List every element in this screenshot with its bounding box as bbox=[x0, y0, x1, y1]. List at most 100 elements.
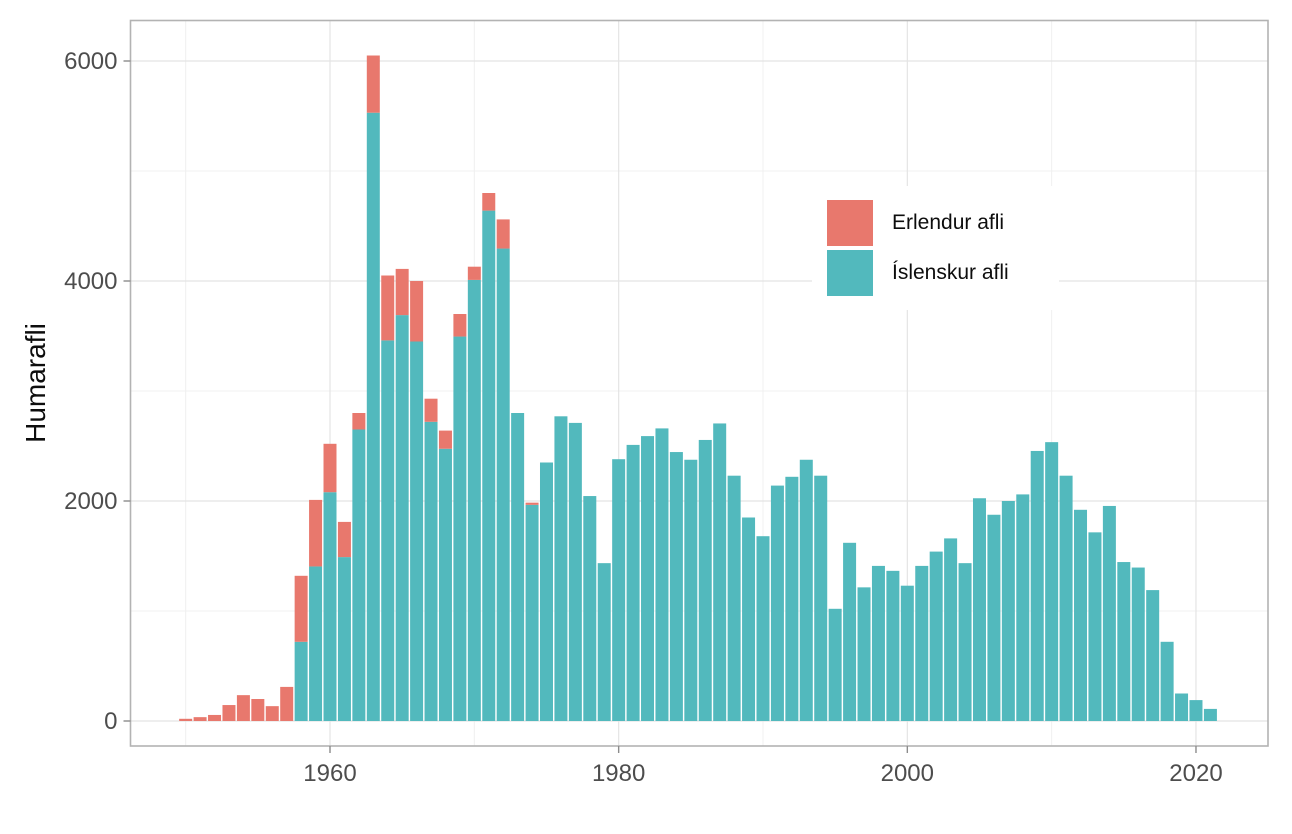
bar-segment-islenskur-1987 bbox=[713, 423, 727, 721]
bar-segment-islenskur-1965 bbox=[395, 315, 409, 721]
bar-segment-islenskur-2012 bbox=[1074, 509, 1088, 721]
bar-segment-islenskur-1971 bbox=[482, 210, 496, 721]
bar-segment-islenskur-2009 bbox=[1030, 450, 1044, 721]
legend: Erlendur afli Íslenskur afli bbox=[812, 186, 1059, 310]
bar-segment-islenskur-1984 bbox=[669, 452, 683, 721]
bar-segment-islenskur-1978 bbox=[583, 496, 597, 721]
bar-segment-islenskur-1974 bbox=[525, 504, 539, 721]
bar-segment-islenskur-1997 bbox=[857, 587, 871, 721]
y-tick-label-2000: 2000 bbox=[64, 488, 117, 515]
bar-segment-islenskur-1980 bbox=[612, 459, 626, 721]
bar-segment-erlendur-1968 bbox=[438, 430, 452, 449]
y-tick-label-6000: 6000 bbox=[64, 48, 117, 75]
y-tick-label-4000: 4000 bbox=[64, 268, 117, 295]
bar-segment-islenskur-1986 bbox=[698, 439, 712, 721]
bar-segment-islenskur-2011 bbox=[1059, 475, 1073, 721]
bar-segment-islenskur-1988 bbox=[727, 475, 741, 721]
legend-item-erlendur-afli: Erlendur afli bbox=[827, 200, 1059, 246]
bar-segment-erlendur-1966 bbox=[410, 281, 424, 342]
bar-segment-islenskur-1972 bbox=[496, 248, 510, 722]
bar-segment-islenskur-1960 bbox=[323, 492, 337, 721]
bar-segment-islenskur-1959 bbox=[309, 566, 323, 721]
bar-segment-islenskur-1962 bbox=[352, 429, 366, 721]
x-tick-label-2000: 2000 bbox=[881, 760, 934, 787]
bar-segment-erlendur-1974 bbox=[525, 502, 539, 505]
bar-segment-islenskur-2004 bbox=[958, 563, 972, 721]
legend-label-erlendur-afli: Erlendur afli bbox=[892, 211, 1005, 234]
bar-segment-islenskur-1995 bbox=[828, 608, 842, 721]
bar-segment-islenskur-2007 bbox=[1001, 501, 1015, 721]
bar-segment-islenskur-1963 bbox=[366, 112, 380, 721]
bar-segment-islenskur-1998 bbox=[871, 565, 885, 721]
bar-segment-erlendur-1972 bbox=[496, 219, 510, 249]
bar-segment-islenskur-2014 bbox=[1102, 505, 1116, 721]
bar-segment-islenskur-2008 bbox=[1016, 494, 1030, 721]
bar-segment-erlendur-1953 bbox=[222, 705, 236, 721]
bar-segment-islenskur-1976 bbox=[554, 416, 568, 721]
bar-segment-islenskur-1983 bbox=[655, 428, 669, 721]
legend-swatch-erlendur-afli bbox=[827, 200, 873, 246]
bar-segment-erlendur-1951 bbox=[193, 717, 207, 721]
bar-segment-erlendur-1963 bbox=[366, 55, 380, 113]
bar-segment-erlendur-1955 bbox=[251, 699, 265, 721]
bar-segment-erlendur-1958 bbox=[294, 575, 308, 642]
bar-segment-islenskur-1975 bbox=[539, 462, 553, 721]
bar-segment-islenskur-1993 bbox=[799, 459, 813, 721]
bar-segment-islenskur-1970 bbox=[467, 279, 481, 721]
bar-segment-islenskur-1996 bbox=[843, 542, 857, 721]
bar-segment-islenskur-1979 bbox=[597, 563, 611, 721]
bar-segment-erlendur-1950 bbox=[179, 718, 193, 721]
bar-segment-islenskur-1990 bbox=[756, 536, 770, 721]
bar-segment-islenskur-1985 bbox=[684, 459, 698, 721]
bar-segment-erlendur-1962 bbox=[352, 413, 366, 430]
y-tick-label-0: 0 bbox=[104, 708, 117, 735]
bar-segment-erlendur-1965 bbox=[395, 268, 409, 316]
bar-segment-islenskur-1969 bbox=[453, 336, 467, 721]
bar-segment-erlendur-1957 bbox=[280, 686, 294, 721]
legend-item-islenskur-afli: Íslenskur afli bbox=[827, 250, 1059, 296]
bar-segment-islenskur-1982 bbox=[641, 436, 655, 721]
bar-segment-islenskur-2018 bbox=[1160, 641, 1174, 721]
bar-segment-islenskur-2006 bbox=[987, 514, 1001, 721]
bar-segment-islenskur-1958 bbox=[294, 641, 308, 721]
bar-segment-islenskur-1967 bbox=[424, 421, 438, 721]
bar-segment-islenskur-1991 bbox=[770, 485, 784, 721]
bar-segment-erlendur-1964 bbox=[381, 275, 395, 341]
panel-border bbox=[129, 19, 1269, 747]
bar-segment-islenskur-2013 bbox=[1088, 532, 1102, 721]
bar-segment-islenskur-2002 bbox=[929, 551, 943, 721]
bar-segment-islenskur-2016 bbox=[1131, 567, 1145, 721]
bar-segment-islenskur-1973 bbox=[511, 413, 525, 721]
bar-segment-islenskur-2001 bbox=[915, 565, 929, 721]
bar-segment-erlendur-1971 bbox=[482, 193, 496, 211]
y-axis-title: Humarafli bbox=[20, 323, 51, 443]
bar-segment-erlendur-1961 bbox=[337, 521, 351, 558]
bar-segment-islenskur-2020 bbox=[1189, 700, 1203, 721]
bar-segment-islenskur-1966 bbox=[410, 341, 424, 721]
x-tick-label-1980: 1980 bbox=[592, 760, 645, 787]
bar-segment-islenskur-2015 bbox=[1117, 562, 1131, 721]
bar-segment-erlendur-1969 bbox=[453, 314, 467, 337]
bar-segment-islenskur-1964 bbox=[381, 340, 395, 721]
bar-segment-islenskur-2017 bbox=[1146, 590, 1160, 721]
bar-segment-erlendur-1959 bbox=[309, 499, 323, 567]
bar-segment-islenskur-2005 bbox=[972, 498, 986, 721]
bar-segment-islenskur-1968 bbox=[438, 448, 452, 721]
bar-segment-islenskur-1994 bbox=[814, 475, 828, 721]
bar-segment-erlendur-1960 bbox=[323, 443, 337, 493]
legend-swatch-islenskur-afli bbox=[827, 250, 873, 296]
bar-segment-islenskur-1989 bbox=[742, 517, 756, 721]
bar-segment-islenskur-2003 bbox=[944, 538, 958, 721]
bar-segment-islenskur-1977 bbox=[568, 422, 582, 721]
bar-segment-islenskur-1981 bbox=[626, 444, 640, 721]
bar-segment-erlendur-1967 bbox=[424, 398, 438, 422]
bar-segment-erlendur-1970 bbox=[467, 266, 481, 280]
bar-segment-islenskur-1999 bbox=[886, 570, 900, 721]
bar-segment-islenskur-2010 bbox=[1045, 442, 1059, 721]
bar-segment-erlendur-1952 bbox=[208, 714, 222, 721]
bar-segment-islenskur-2019 bbox=[1175, 693, 1189, 721]
x-tick-label-2020: 2020 bbox=[1169, 760, 1222, 787]
bar-segment-islenskur-2000 bbox=[900, 585, 914, 721]
